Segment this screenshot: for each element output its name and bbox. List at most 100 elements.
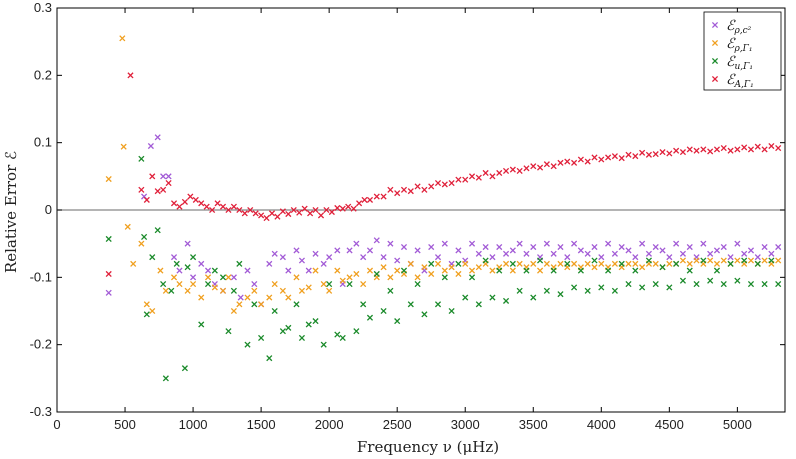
data-point — [734, 257, 741, 264]
data-point — [584, 260, 591, 267]
data-point — [149, 173, 156, 180]
data-point — [516, 240, 523, 247]
data-point — [754, 143, 761, 150]
x-tick-label: 1000 — [179, 417, 208, 432]
series-0-points — [105, 134, 782, 308]
data-point — [591, 257, 598, 264]
data-point — [266, 294, 273, 301]
data-point — [266, 260, 273, 267]
data-point — [407, 301, 414, 308]
data-point — [564, 158, 571, 165]
data-point — [305, 284, 312, 291]
data-point — [591, 243, 598, 251]
data-point — [198, 321, 205, 328]
legend-label-sub: A,Γ₁ — [733, 80, 753, 90]
data-point — [143, 311, 150, 318]
data-point — [468, 240, 476, 247]
data-point — [666, 284, 673, 291]
data-point — [475, 174, 482, 181]
data-point — [380, 264, 387, 271]
data-point — [482, 169, 489, 177]
data-point — [214, 200, 221, 207]
data-point — [305, 267, 312, 274]
data-point — [290, 206, 297, 214]
data-point — [198, 260, 205, 267]
x-tick-label: 4000 — [587, 417, 616, 432]
x-axis-title: Frequency ν (μHz) — [357, 438, 499, 456]
data-point — [170, 200, 178, 207]
data-point — [138, 155, 145, 162]
data-point — [611, 287, 618, 294]
data-point — [230, 307, 237, 315]
data-point — [462, 176, 469, 183]
data-point — [537, 164, 544, 171]
data-point — [119, 35, 126, 42]
data-point — [768, 250, 775, 257]
data-point — [346, 274, 353, 281]
data-point — [271, 307, 278, 315]
y-tick-label: 0 — [45, 202, 52, 217]
data-point — [679, 277, 687, 284]
data-point — [251, 287, 258, 294]
data-point — [120, 143, 127, 150]
data-point — [720, 144, 727, 152]
data-point — [428, 260, 435, 267]
x-tick-label: 1500 — [247, 417, 276, 432]
data-point — [741, 250, 748, 257]
data-point — [293, 247, 300, 254]
data-point — [564, 254, 571, 261]
data-point — [543, 161, 550, 168]
data-point — [775, 243, 782, 251]
data-point — [434, 301, 442, 308]
data-point — [598, 284, 605, 291]
data-point — [407, 260, 414, 267]
data-point — [373, 237, 380, 244]
legend-label: ℰu,Γ₁ — [726, 54, 753, 72]
data-point — [761, 243, 768, 251]
data-point — [516, 167, 523, 175]
data-point — [320, 260, 327, 267]
data-point — [285, 267, 292, 274]
data-point — [184, 287, 191, 294]
data-point — [441, 274, 448, 281]
data-point — [320, 281, 327, 288]
data-point — [720, 257, 727, 264]
data-point — [686, 267, 693, 274]
data-point — [323, 206, 330, 214]
data-point — [482, 243, 489, 251]
data-point — [230, 287, 237, 294]
data-point — [307, 210, 314, 217]
data-point — [455, 247, 462, 254]
data-point — [414, 247, 421, 254]
data-point — [241, 210, 248, 217]
data-point — [550, 267, 557, 274]
data-point — [693, 281, 700, 288]
data-point — [143, 196, 150, 203]
data-point — [236, 260, 243, 267]
data-point — [625, 151, 632, 158]
data-point — [160, 173, 167, 180]
data-point — [523, 165, 530, 172]
data-point — [298, 257, 305, 264]
data-point — [366, 196, 374, 203]
data-point — [184, 264, 191, 271]
data-point — [173, 260, 180, 267]
data-point — [204, 274, 212, 281]
data-point — [230, 274, 237, 281]
data-point — [611, 260, 618, 267]
data-point — [380, 254, 387, 261]
data-point — [149, 254, 156, 261]
data-point — [279, 254, 286, 261]
data-point — [734, 146, 741, 153]
data-point — [673, 260, 680, 267]
data-point — [618, 243, 625, 251]
data-point — [339, 334, 346, 341]
data-point — [198, 294, 205, 301]
data-point — [632, 254, 639, 261]
data-point — [312, 267, 319, 274]
data-point — [537, 267, 544, 274]
data-point — [482, 257, 489, 264]
data-point — [598, 260, 605, 267]
data-point — [591, 154, 598, 161]
